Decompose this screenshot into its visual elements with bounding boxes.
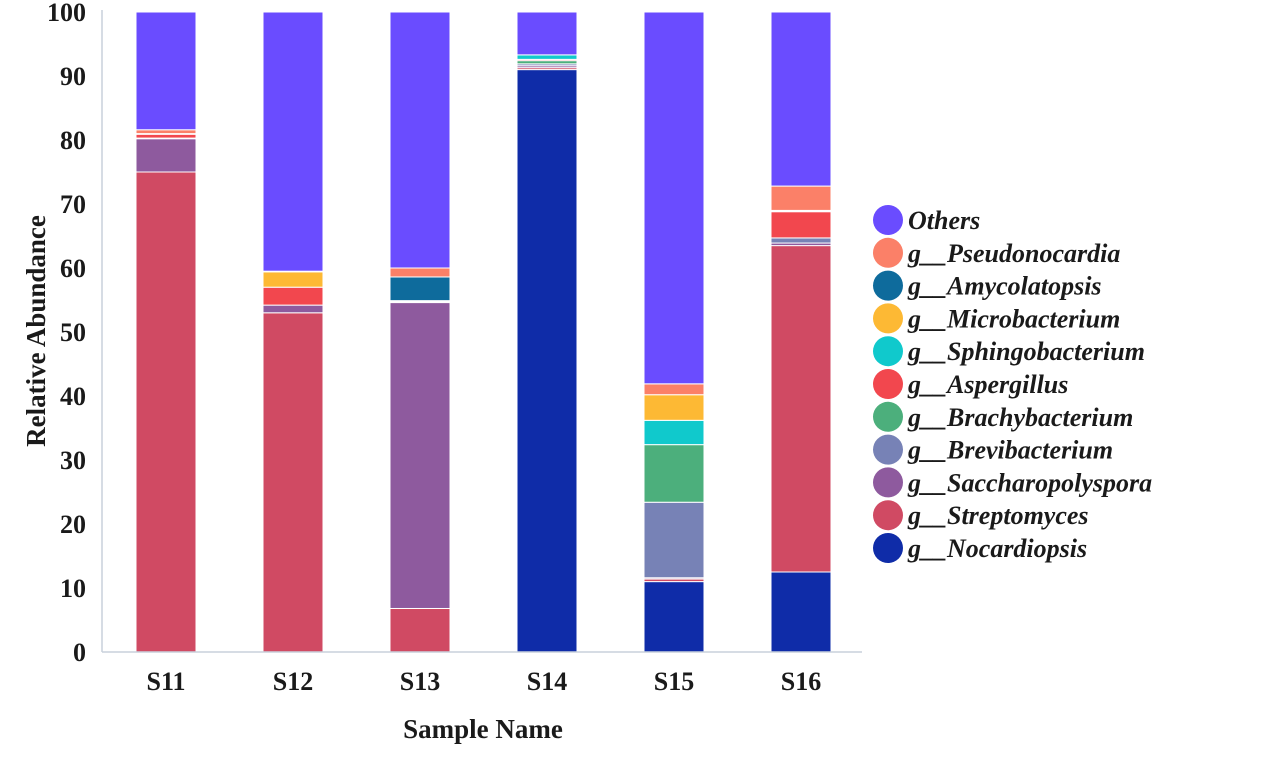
y-axis-title: Relative Abundance [21,215,51,447]
bar-segment-S12-others [262,11,324,272]
legend-swatch [873,205,903,235]
bar-segment-S13-gpseudonocardia [389,267,451,278]
bar-segment-S11-gsaccharopolyspora [135,138,197,173]
bar-segment-S11-gstreptomyces [135,171,197,653]
legend-label: g__Amycolatopsis [907,272,1102,301]
bar-segment-S16-gpseudonocardia [770,185,832,211]
bar-segment-S14-gnocardiopsis [516,69,578,653]
legend-label: g__Brachybacterium [907,403,1133,432]
x-tick-label: S12 [273,667,313,696]
legend-label: g__Streptomyces [907,501,1089,530]
legend-swatch [873,270,903,301]
bar-segment-S16-gstreptomyces [770,245,832,573]
x-tick-label: S16 [781,667,821,696]
y-tick-label: 20 [60,510,86,539]
bar-segment-S13-gamycolatopsis [389,276,451,302]
bar-segment-S12-gmicrobacterium [262,271,324,288]
y-tick-label: 30 [60,446,86,475]
bar-segment-S14-gsphingobacterium [516,54,578,60]
legend-label: g__Microbacterium [907,304,1120,333]
bar-segment-S16-others [770,11,832,187]
x-axis-title: Sample Name [403,714,563,744]
bar-segment-S16-gbrevibacterium [770,237,832,244]
y-axis-ticks: 0 10 20 30 40 50 60 70 80 90 100 [47,0,86,667]
bar-segment-S11-gpseudonocardia [135,129,197,135]
bar-segment-S15-gbrachybacterium [643,444,705,503]
bar-segment-S12-gsaccharopolyspora [262,304,324,314]
y-tick-label: 50 [60,318,86,347]
legend-label: g__Pseudonocardia [907,239,1120,268]
legend-swatch [873,500,903,531]
legend-swatch [873,401,903,432]
legend-label: g__Saccharopolyspora [907,468,1152,497]
y-tick-label: 80 [60,126,86,155]
bars-group [135,11,832,653]
bar-segment-S13-gsaccharopolyspora [389,302,451,609]
y-tick-label: 90 [60,62,86,91]
y-tick-label: 10 [60,574,86,603]
legend-swatch [873,303,903,334]
legend-swatch [873,369,903,399]
bar-segment-S13-others [389,11,451,269]
bar-segment-S12-gaspergillus [262,286,324,306]
legend: Others g__Pseudonocardia g__Amycolatopsisg… [873,205,1152,563]
x-tick-label: S15 [654,667,694,696]
bar-segment-S11-gaspergillus [135,133,197,139]
bar-segment-S14-others [516,11,578,56]
y-tick-label: 60 [60,254,86,283]
legend-label: Others [908,206,980,235]
legend-label: g__Nocardiopsis [907,534,1087,563]
bar-segment-S13-gstreptomyces [389,607,451,653]
y-tick-label: 0 [73,638,86,667]
bar-segment-S16-gaspergillus [770,211,832,239]
legend-label: g__Aspergillus [907,370,1068,399]
legend-swatch [873,533,903,563]
legend-swatch [873,237,903,268]
bar-segment-S15-gbrevibacterium [643,501,705,579]
bar-segment-S15-gpseudonocardia [643,383,705,396]
y-tick-label: 70 [60,190,86,219]
bar-segment-S15-others [643,11,705,385]
y-tick-label: 40 [60,382,86,411]
x-axis-ticks: S11 S12 S13 S14 S15 S16 [146,667,821,696]
y-tick-label: 100 [47,0,86,27]
x-tick-label: S13 [400,667,440,696]
legend-swatch [873,336,903,367]
legend-label: g__Brevibacterium [907,436,1113,465]
legend-swatch [873,467,903,498]
legend-swatch [873,434,903,465]
legend-label: g__Sphingobacterium [907,337,1145,366]
bar-segment-S12-gstreptomyces [262,312,324,653]
x-tick-label: S11 [146,667,185,696]
bar-segment-S11-others [135,11,197,131]
bar-segment-S15-gmicrobacterium [643,394,705,421]
bar-segment-S15-gsphingobacterium [643,419,705,446]
bar-segment-S16-gnocardiopsis [770,571,832,653]
bar-segment-S15-gnocardiopsis [643,581,705,653]
x-tick-label: S14 [527,667,567,696]
